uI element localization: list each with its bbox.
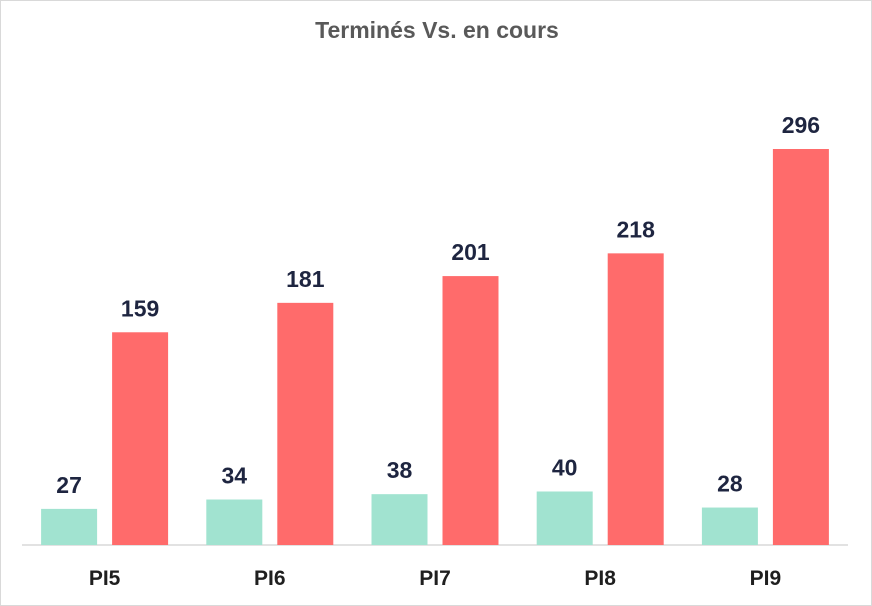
data-label-pi8-series-2: 218	[617, 216, 656, 242]
bar-pi5-series-1	[41, 508, 98, 545]
data-label-pi6-series-1: 34	[222, 463, 248, 489]
data-label-pi8-series-1: 40	[552, 454, 578, 480]
data-label-pi5-series-1: 27	[56, 472, 82, 498]
x-tick-label-pi5: PI5	[89, 567, 121, 590]
chart-title: Terminés Vs. en cours	[315, 17, 559, 43]
bar-pi6-series-2	[277, 302, 334, 545]
x-tick-label-pi7: PI7	[419, 567, 451, 590]
data-label-pi7-series-1: 38	[387, 457, 413, 483]
data-label-pi7-series-2: 201	[451, 239, 490, 265]
data-label-pi9-series-1: 28	[717, 471, 743, 497]
bar-pi8-series-2	[607, 253, 664, 545]
bar-pi9-series-2	[772, 149, 829, 545]
bar-pi7-series-1	[371, 494, 428, 545]
data-label-pi9-series-2: 296	[782, 112, 820, 138]
x-tick-label-pi9: PI9	[750, 567, 782, 590]
bar-pi6-series-1	[206, 499, 263, 545]
bar-pi8-series-1	[536, 491, 593, 545]
bar-pi5-series-2	[112, 332, 169, 545]
bar-pi7-series-2	[442, 276, 499, 545]
data-label-pi6-series-2: 181	[286, 266, 325, 292]
data-label-pi5-series-2: 159	[121, 295, 159, 321]
x-tick-label-pi6: PI6	[254, 567, 286, 590]
bar-pi9-series-1	[701, 507, 758, 545]
x-tick-label-pi8: PI8	[584, 567, 616, 590]
